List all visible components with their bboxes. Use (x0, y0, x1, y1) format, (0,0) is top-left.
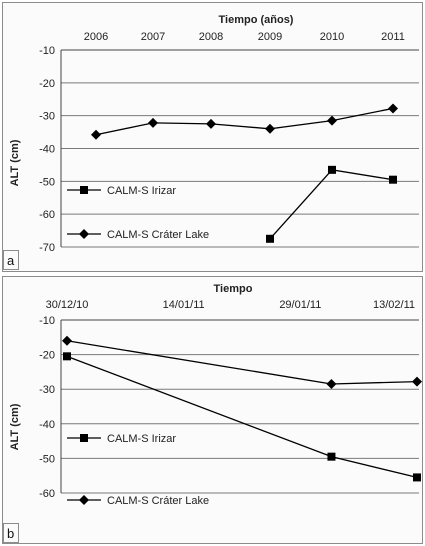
chart-a-x-tick-label: 2008 (199, 31, 223, 43)
chart-a-y-tick-label: -70 (39, 242, 55, 254)
chart-a-x-tick-label: 2006 (84, 31, 108, 43)
chart-a-x-axis-title: Tiempo (años) (219, 14, 294, 26)
chart-a-diamond-point (148, 117, 158, 128)
chart-a-y-tick-label: -50 (39, 176, 55, 188)
chart-b-x-tick-label: 13/02/11 (373, 299, 415, 311)
chart-a-legend-label: CALM-S Irizar (107, 185, 176, 197)
chart-a-diamond-point (206, 118, 216, 129)
chart-b-svg: Tiempo ALT (cm) b -10 -20 -30 -40 -50 -60 30/1… (3, 283, 422, 543)
chart-b-x-tick-label: 30/12/10 (46, 299, 89, 311)
chart-b-diamond-point (412, 376, 422, 387)
chart-a-y-tick-label: -60 (39, 209, 55, 221)
chart-b-legend-label: CALM-S Cráter Lake (107, 495, 209, 507)
chart-a-y-tick-label: -30 (39, 111, 55, 123)
chart-b-y-tick-label: -10 (39, 315, 55, 327)
chart-a-y-axis-title: ALT (cm) (9, 139, 21, 186)
chart-b-square-point (327, 452, 336, 461)
chart-b-legend-marker (80, 434, 88, 442)
chart-b-series-line-1 (66, 340, 418, 385)
chart-a-square-point (389, 175, 397, 184)
chart-b-square-point (63, 352, 71, 361)
chart-b-y-tick-label: -60 (39, 488, 55, 500)
chart-b-y-tick-label: -30 (39, 384, 55, 396)
chart-a-square-point (266, 234, 274, 243)
chart-panel-b: Tiempo ALT (cm) b -10 -20 -30 -40 -50 -60 30/1… (2, 276, 423, 544)
chart-b-panel-label: b (7, 526, 14, 541)
chart-a-y-tick-label: -20 (39, 78, 55, 90)
chart-a-series-line-1 (95, 107, 394, 136)
chart-b-diamond-point (62, 335, 72, 346)
chart-b-x-tick-label: 29/01/11 (279, 299, 321, 311)
chart-b-panel-label-box (3, 523, 19, 543)
chart-b-legend-label: CALM-S Irizar (107, 433, 176, 445)
chart-a-x-tick-label: 2009 (258, 31, 282, 43)
chart-a-y-tick-label: -10 (39, 45, 55, 57)
chart-b-x-axis-title: Tiempo (214, 283, 253, 295)
chart-a-x-tick-label: 2011 (381, 31, 405, 43)
chart-a-panel-label-box (3, 250, 19, 270)
chart-b-series-line-0 (66, 355, 418, 479)
chart-a-square-point (328, 165, 336, 174)
chart-a-x-tick-label: 2010 (320, 31, 344, 43)
chart-b-square-point (413, 473, 421, 482)
chart-b-y-tick-label: -40 (39, 419, 55, 431)
chart-a-x-tick-label: 2007 (141, 31, 165, 43)
chart-b-y-tick-label: -20 (39, 350, 55, 362)
chart-a-legend-marker (79, 229, 89, 239)
chart-a-diamond-point (327, 115, 337, 126)
chart-panel-a: Tiempo (años) ALT (cm) a -10 -20 -30 -40 -50… (2, 2, 423, 272)
chart-a-series-line-0 (269, 169, 394, 240)
chart-a-diamond-point (388, 103, 398, 114)
chart-b-y-axis-title: ALT (cm) (9, 403, 21, 450)
chart-b-diamond-point (326, 379, 337, 390)
chart-a-diamond-point (265, 123, 275, 134)
chart-a-y-tick-label: -40 (39, 144, 55, 156)
chart-b-x-tick-label: 14/01/11 (163, 299, 205, 311)
chart-a-legend-label: CALM-S Cráter Lake (107, 229, 209, 241)
chart-b-legend-marker (79, 495, 89, 505)
chart-a-svg: Tiempo (años) ALT (cm) a -10 -20 -30 -40 -50… (3, 14, 419, 270)
chart-a-diamond-point (91, 129, 101, 140)
chart-b-y-tick-label: -50 (39, 453, 55, 465)
chart-a-legend-marker (80, 186, 88, 194)
chart-a-panel-label: a (7, 253, 15, 268)
